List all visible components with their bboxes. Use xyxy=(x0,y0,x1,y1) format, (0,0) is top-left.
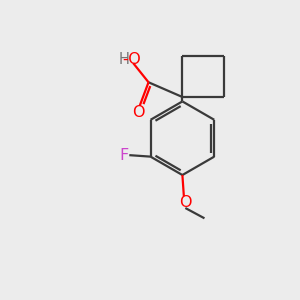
Text: H: H xyxy=(118,52,129,67)
Text: F: F xyxy=(119,148,129,163)
Text: O: O xyxy=(179,195,192,210)
Text: -O: -O xyxy=(122,52,141,67)
Text: O: O xyxy=(132,105,145,120)
